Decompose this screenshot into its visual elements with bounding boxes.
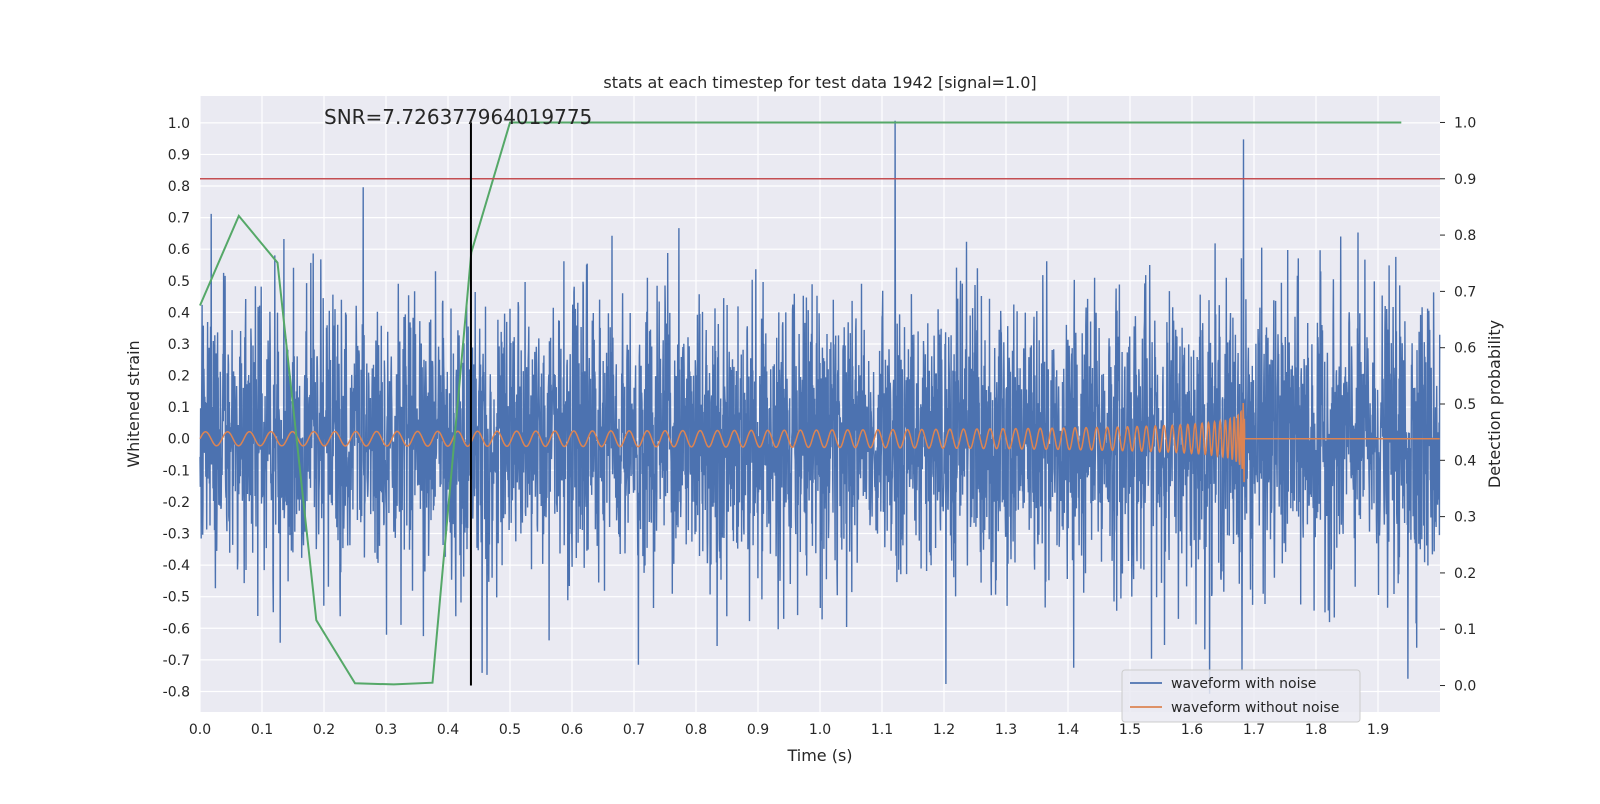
x-tick-label: 0.7 [623,722,645,738]
grid-lines [199,96,1440,712]
x-tick-label: 1.6 [1181,722,1203,738]
y-left-tick-label: -0.3 [163,527,190,543]
x-tick-label: 1.4 [1057,722,1079,738]
x-tick-label: 0.3 [375,722,397,738]
x-tick-label: 0.0 [189,722,211,738]
y-right-tick-label: 0.6 [1454,341,1476,357]
y-left-tick-label: 0.7 [168,211,190,227]
y-right-tick-label: 0.2 [1454,566,1476,582]
snr-annotation: SNR=7.726377964019775 [324,105,592,129]
x-tick-label: 1.2 [933,722,955,738]
legend-label-noise: waveform with noise [1171,676,1316,692]
y-right-tick-label: 0.7 [1454,284,1476,300]
series-waveform-with-noise [199,120,1441,694]
y-right-tick-label: 0.4 [1454,453,1476,469]
x-tick-label: 0.5 [499,722,521,738]
x-tick-label: 0.8 [685,722,707,738]
y-left-tick-label: -0.8 [163,684,190,700]
y-left-tick-label: 0.4 [168,305,190,321]
y-left-tick-label: 0.2 [168,369,190,385]
y-right-tick-label: 0.5 [1454,397,1476,413]
clean-waveform-line [199,402,1440,483]
x-tick-label: 1.3 [995,722,1017,738]
y-right-tick-label: 1.0 [1454,115,1476,131]
y-left-tick-label: 0.6 [168,242,190,258]
y-left-tick-label: 0.0 [168,432,190,448]
y-left-tick-label: -0.1 [163,463,190,479]
legend-label-clean: waveform without noise [1171,700,1339,716]
y-left-tick-label: -0.4 [163,558,190,574]
detection-probability-line [199,121,1402,686]
y-left-tick-label: -0.7 [163,653,190,669]
legend-box [1121,669,1361,723]
x-tick-label: 1.7 [1243,722,1265,738]
y-left-tick-label: 0.1 [168,400,190,416]
reference-lines [200,122,1440,686]
y-left-tick-label: -0.6 [163,621,190,637]
y-right-tick-label: 0.3 [1454,510,1476,526]
x-tick-label: 0.9 [747,722,769,738]
y-right-tick-label: 0.1 [1454,622,1476,638]
noisy-waveform-line [199,120,1441,694]
x-axis-ticks: 0.0 0.1 0.2 0.3 0.4 0.5 0.6 0.7 0.8 0.9 1.0 1.1 1.2 1… [189,722,1389,738]
x-tick-label: 1.5 [1119,722,1141,738]
x-tick-label: 0.4 [437,722,459,738]
y-right-tick-label: 0.8 [1454,228,1476,244]
y-left-tick-label: 0.3 [168,337,190,353]
y-left-axis-ticks: 1.0 0.9 0.8 0.7 0.6 0.5 0.4 0.3 0.2 0.1 0.0 -0.1 -0.… [163,116,190,701]
y-left-tick-label: 0.8 [168,179,190,195]
x-tick-label: 1.0 [809,722,831,738]
y-left-axis-label: Whitened strain [124,340,143,467]
x-tick-label: 0.6 [561,722,583,738]
y-left-tick-label: 0.9 [168,147,190,163]
y-left-tick-label: -0.2 [163,495,190,511]
chart-title: stats at each timestep for test data 194… [603,73,1036,92]
y-right-axis-label: Detection probability [1485,320,1504,488]
x-tick-label: 0.1 [251,722,273,738]
series-detection-probability [199,121,1402,686]
legend: waveform with noise waveform without noi… [1121,669,1361,723]
y-right-tick-label: 0.9 [1454,172,1476,188]
x-axis-label: Time (s) [786,746,852,765]
y-right-tick-label: 0.0 [1454,679,1476,695]
x-tick-label: 0.2 [313,722,335,738]
x-tick-label: 1.1 [871,722,893,738]
x-tick-label: 1.9 [1367,722,1389,738]
x-tick-label: 1.8 [1305,722,1327,738]
series-waveform-without-noise [199,402,1440,483]
y-right-axis-ticks: 1.0 0.9 0.8 0.7 0.6 0.5 0.4 0.3 0.2 0.1 0.0 [1440,115,1476,695]
y-left-tick-label: -0.5 [163,590,190,606]
y-left-tick-label: 1.0 [168,116,190,132]
y-left-tick-label: 0.5 [168,274,190,290]
